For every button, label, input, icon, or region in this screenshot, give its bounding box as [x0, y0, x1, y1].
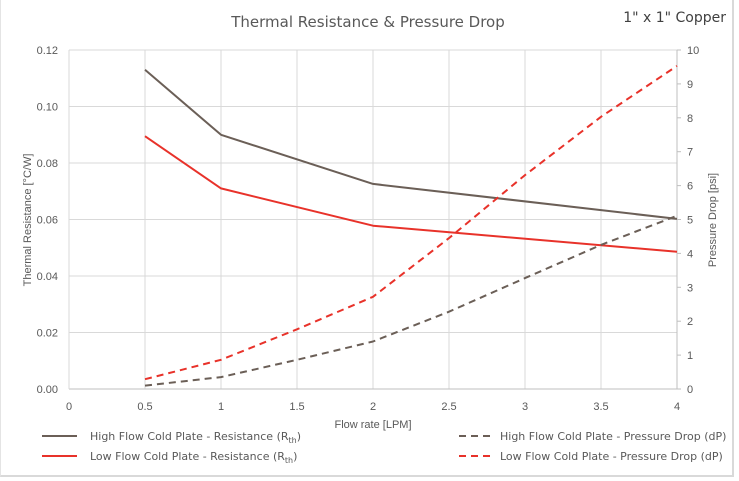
- chart-title: Thermal Resistance & Pressure Drop: [230, 13, 505, 31]
- series-line-1: [144, 69, 678, 220]
- y2-tick-label: 0: [687, 384, 693, 396]
- y-tick-label: 0.08: [37, 158, 58, 170]
- legend-label-2: Low Flow Cold Plate - Resistance (Rth): [90, 450, 297, 465]
- series-line-4: [144, 65, 678, 381]
- tick-labels: 0.00 0.02 0.04 0.06 0.08 0.10 0.12 0 0.5 1 1.5 2 2.5…: [37, 45, 700, 413]
- legend-label-3: High Flow Cold Plate - Pressure Drop (dP…: [500, 430, 726, 443]
- x-tick-label: 2.5: [441, 401, 456, 413]
- x-axis-title: Flow rate [LPM]: [334, 419, 411, 431]
- y-tick-label: 0.00: [37, 384, 58, 396]
- y-axis-title: Thermal Resistance [°C/W]: [22, 154, 34, 287]
- gridlines: [69, 49, 678, 389]
- y-tick-label: 0.04: [37, 271, 58, 283]
- y2-tick-label: 7: [687, 147, 693, 159]
- y-tick-label: 0.06: [37, 215, 58, 227]
- x-tick-label: 3: [522, 401, 528, 413]
- y2-tick-label: 6: [687, 181, 693, 193]
- axes: [68, 49, 681, 390]
- series-group: [144, 65, 678, 387]
- x-tick-label: 1.5: [289, 401, 304, 413]
- y2-tick-label: 4: [687, 248, 693, 260]
- legend-label-1: High Flow Cold Plate - Resistance (Rth): [90, 430, 301, 445]
- x-tick-label: 0: [66, 401, 72, 413]
- y2-tick-label: 2: [687, 316, 693, 328]
- y2-tick-label: 1: [687, 350, 693, 362]
- y2-tick-label: 3: [687, 282, 693, 294]
- y-tick-label: 0.12: [37, 45, 58, 57]
- chart-annotation: 1" x 1" Copper: [623, 10, 726, 26]
- series-line-3: [144, 214, 678, 387]
- x-tick-label: 1: [218, 401, 224, 413]
- series-line-2: [144, 135, 678, 253]
- x-tick-label: 2: [370, 401, 376, 413]
- x-tick-label: 4: [674, 401, 680, 413]
- y2-tick-label: 8: [687, 113, 693, 125]
- y2-tick-label: 5: [687, 215, 693, 227]
- y2-axis-title: Pressure Drop [psi]: [707, 173, 719, 267]
- y2-tick-label: 9: [687, 79, 693, 91]
- legend: High Flow Cold Plate - Resistance (Rth) L…: [42, 430, 726, 465]
- legend-label-4: Low Flow Cold Plate - Pressure Drop (dP): [500, 450, 723, 463]
- x-tick-label: 3.5: [593, 401, 608, 413]
- x-tick-label: 0.5: [137, 401, 152, 413]
- y-tick-label: 0.02: [37, 328, 58, 340]
- y2-tick-label: 10: [687, 45, 699, 57]
- y-tick-label: 0.10: [37, 102, 58, 114]
